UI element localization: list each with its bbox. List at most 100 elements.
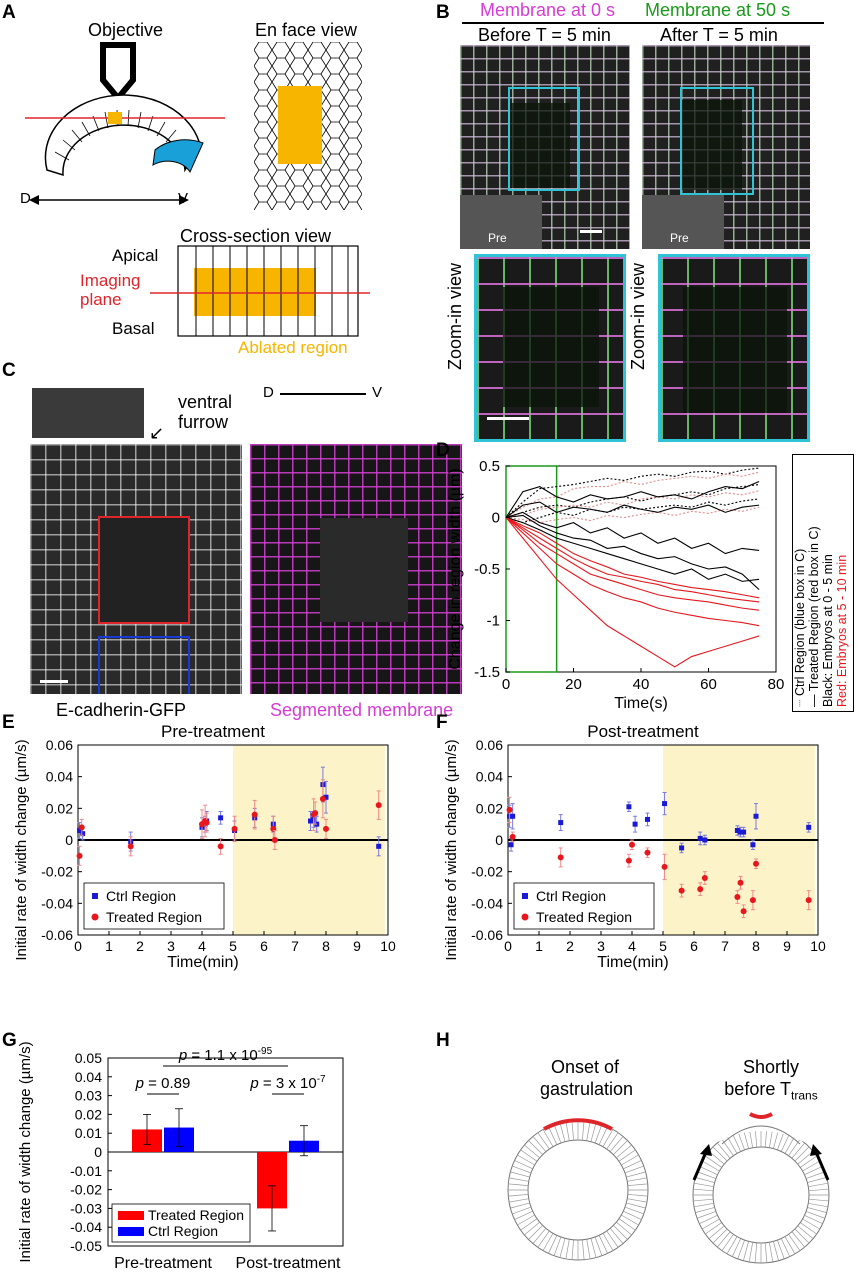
y-tick-label-d: -1.5 (474, 664, 500, 681)
data-point-ctrl (626, 804, 632, 810)
x-tick-label: 1 (105, 938, 113, 954)
cell-wall (800, 1222, 817, 1235)
series-line-ctrl-5-10 (505, 471, 760, 518)
cell-wall (594, 1236, 603, 1256)
data-point-ctrl (753, 813, 759, 819)
cell-wall (808, 1188, 829, 1192)
chart-title: Post-treatment (587, 722, 699, 741)
d-axis-label-c: D (263, 384, 274, 401)
cell-wall (717, 1142, 731, 1159)
data-point-treated (127, 843, 134, 850)
zoom-image-before (474, 254, 626, 442)
cell-wall (532, 1136, 547, 1152)
y-tick-label-d: 0.5 (479, 458, 500, 475)
y-tick-label: -0.06 (471, 927, 503, 943)
cell-wall (695, 1207, 715, 1213)
ecadherin-label: E-cadherin-GFP (56, 700, 187, 720)
onset-line-1: Onset of (550, 1057, 620, 1077)
y-tick-label: 0 (65, 832, 73, 848)
cell-wall (537, 1230, 550, 1248)
cell-wall (800, 1155, 817, 1168)
chart-d-legend: ┈ Ctrl Region (blue box in C) — Treated … (792, 454, 854, 712)
data-point-treated (251, 811, 258, 818)
x-tick-label: 5 (229, 938, 237, 954)
tissue-flow-arrowhead-right (810, 1144, 822, 1156)
x-axis-label: Time(min) (597, 954, 668, 971)
en-face-label: En face view (255, 20, 358, 40)
cell-wall (808, 1202, 829, 1208)
y-tick-label-g: 0 (94, 1144, 102, 1160)
cell-wall (514, 1210, 533, 1220)
zoom-ablated-after (683, 287, 787, 413)
cell-wall (616, 1221, 632, 1236)
cell-wall (618, 1149, 636, 1162)
cell-wall (693, 1202, 714, 1208)
y-tick-label-g: -0.02 (70, 1182, 102, 1198)
data-point-ctrl (806, 824, 812, 830)
panel-label-d: D (436, 440, 450, 461)
tissue-flow-arrow-right (814, 1151, 830, 1181)
y-tick-label: 0.06 (476, 737, 503, 753)
cell-wall (705, 1222, 722, 1235)
apical-constriction-trans (749, 1112, 773, 1119)
zoom-label-2: Zoom-in view (628, 262, 648, 370)
x-axis-label-d: Time(s) (614, 695, 668, 712)
inner-ring (712, 1146, 810, 1244)
ablated-region-en-face (278, 86, 322, 164)
cell-wall (737, 1130, 745, 1151)
cell-wall (699, 1214, 718, 1225)
series-line-treated-5-10 (505, 517, 760, 603)
ablated-spot (108, 112, 122, 124)
y-tick-label-g: -0.04 (70, 1219, 102, 1235)
ablated-region-label: Ablated region (238, 338, 348, 357)
y-tick-label: 0.02 (476, 800, 503, 816)
data-point-treated (625, 857, 632, 864)
cell-wall (731, 1238, 742, 1257)
cell-wall (699, 1165, 718, 1176)
data-point-treated (737, 879, 744, 886)
cell-wall (693, 1198, 714, 1202)
legend-box (83, 882, 225, 930)
cell-wall (804, 1214, 823, 1225)
embryo-cell-lines (54, 109, 177, 161)
cell-wall (695, 1177, 715, 1183)
x-tick-label: 6 (690, 938, 698, 954)
y-tick-label-g: -0.01 (70, 1163, 102, 1179)
cell-wall (708, 1225, 725, 1239)
cell-wall (623, 1210, 642, 1220)
shortly-line-1: Shortly (742, 1057, 800, 1077)
x-tick-label: 6 (260, 938, 268, 954)
x-tick-label: 7 (291, 938, 299, 954)
y-tick-label: -0.04 (471, 895, 503, 911)
panel-label-h: H (436, 1030, 450, 1051)
x-tick-label-d: 40 (633, 676, 650, 693)
y-tick-label: 0.04 (46, 769, 73, 785)
ecadherin-image (30, 444, 242, 694)
cell-wall (586, 1121, 591, 1141)
cell-wall (780, 1133, 791, 1152)
after-label: After T = 5 min (660, 25, 778, 45)
data-point-treated (644, 849, 651, 856)
data-point-ctrl (662, 801, 668, 807)
cell-wall (754, 1242, 758, 1263)
cell-wall (788, 1234, 801, 1251)
legend-label-g: Ctrl Region (148, 1223, 218, 1239)
cell-wall (807, 1177, 827, 1183)
legend-treated-label: Treated Region (106, 909, 202, 925)
x-axis-label: Time(min) (167, 954, 238, 971)
cell-wall (524, 1144, 540, 1159)
cell-wall (598, 1235, 608, 1254)
data-point-ctrl (734, 828, 740, 833)
x-tick-label: 3 (597, 938, 605, 954)
data-point-ctrl (738, 829, 743, 835)
cell-wall (808, 1198, 829, 1202)
cell-wall (624, 1206, 644, 1215)
cell-wall (805, 1171, 826, 1179)
data-point-treated (753, 860, 759, 867)
legend-black: Black: Embryos at 0 - 5 min (821, 554, 835, 707)
cell-wall (773, 1241, 779, 1261)
scale-bar-b (580, 230, 602, 233)
x-tick-label: 4 (198, 938, 206, 954)
legend-ctrl-marker (92, 893, 98, 899)
data-point-treated (312, 810, 319, 817)
